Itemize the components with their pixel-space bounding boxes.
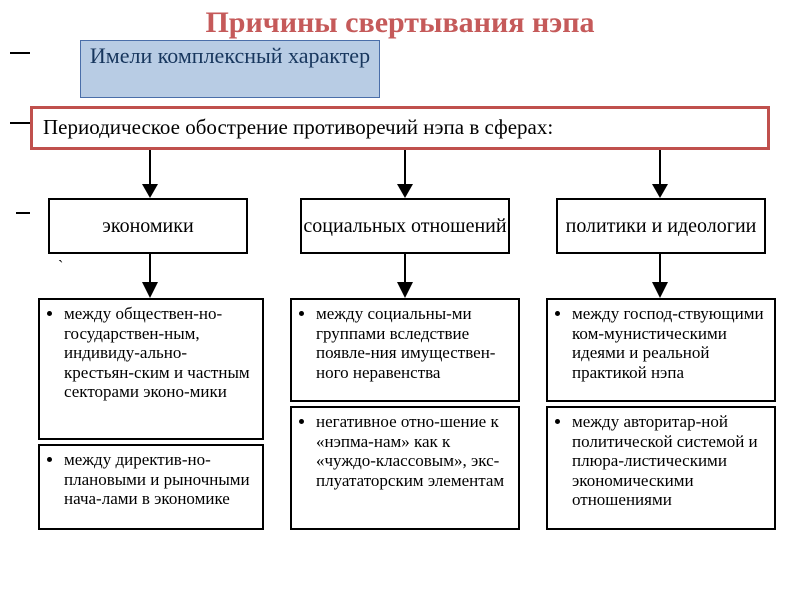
arrow-down-icon xyxy=(385,254,425,298)
subtitle-box: Имели комплексный характер xyxy=(80,40,380,98)
bullet: между обществен-но-государствен-ным, инд… xyxy=(64,304,256,402)
arrow-down-icon xyxy=(130,150,170,198)
bullet: между господ-ствующими ком-мунистическим… xyxy=(572,304,768,382)
detail-econ-2: между директив-но-плановыми и рыночными … xyxy=(38,444,264,530)
detail-social-1: между социальны-ми группами вследствие п… xyxy=(290,298,520,402)
col-header-econ: экономики xyxy=(48,198,248,254)
margin-tick xyxy=(10,122,30,124)
col-header-social: социальных отношений xyxy=(300,198,510,254)
arrow-down-icon xyxy=(130,254,170,298)
margin-tick xyxy=(16,212,30,214)
bullet: между социальны-ми группами вследствие п… xyxy=(316,304,512,382)
margin-tick xyxy=(10,52,30,54)
stray-mark: ` xyxy=(58,258,63,276)
detail-social-2: негативное отно-шение к «нэпма-нам» как … xyxy=(290,406,520,530)
page-title: Причины свертывания нэпа xyxy=(0,0,800,40)
detail-econ-1: между обществен-но-государствен-ным, инд… xyxy=(38,298,264,440)
arrow-down-icon xyxy=(640,150,680,198)
bullet: негативное отно-шение к «нэпма-нам» как … xyxy=(316,412,512,490)
bullet: между авторитар-ной политической системо… xyxy=(572,412,768,510)
arrow-down-icon xyxy=(640,254,680,298)
main-statement: Периодическое обострение противоречий нэ… xyxy=(30,106,770,150)
col-header-polit: политики и идеологии xyxy=(556,198,766,254)
arrow-down-icon xyxy=(385,150,425,198)
detail-polit-2: между авторитар-ной политической системо… xyxy=(546,406,776,530)
bullet: между директив-но-плановыми и рыночными … xyxy=(64,450,256,509)
detail-polit-1: между господ-ствующими ком-мунистическим… xyxy=(546,298,776,402)
